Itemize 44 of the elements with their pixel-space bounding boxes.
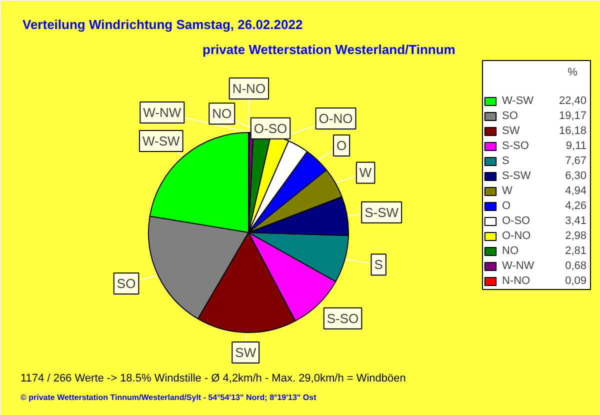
data-label: 0,09 — [565, 275, 587, 287]
data-label: 2,98 — [565, 230, 587, 242]
slice-label: O-SO — [254, 120, 288, 136]
data-label: 6,30 — [565, 170, 587, 182]
legend-label: SW — [502, 124, 521, 138]
legend-label: O-SO — [502, 214, 532, 228]
data-label: 4,26 — [565, 200, 587, 212]
data-label: 2,81 — [565, 245, 587, 257]
slice-label: NO — [212, 106, 232, 122]
data-label: 22,40 — [558, 95, 587, 107]
data-label: 9,11 — [566, 140, 586, 152]
legend-label: W-SW — [502, 94, 535, 108]
data-label: 16,18 — [558, 125, 587, 137]
slice-label: SW — [235, 344, 257, 360]
legend-label: O — [502, 198, 512, 213]
chart-subtitle: private Wetterstation Westerland/Tinnum — [202, 42, 456, 57]
slice-label: N-NO — [232, 81, 266, 96]
slice-label: O — [336, 138, 347, 154]
legend-label: S-SW — [502, 168, 532, 183]
legend-label: W-NW — [502, 258, 536, 273]
slice-label: S — [374, 257, 384, 272]
slice-label: S-SO — [326, 310, 359, 326]
data-label: 19,17 — [558, 110, 587, 122]
legend-label: SO — [502, 108, 519, 123]
text: © private Wetterstation Tinnum/Westerland/Sylt - 54°54'13" Nord; 8°19'13" Ost — [20, 393, 317, 402]
text: 1174 / 266 Werte -> 18.5% Windstille - Ø 4,2km/h - Max. 29,0km/h = Windböen — [20, 372, 406, 384]
legend-label: N-NO — [502, 274, 532, 288]
chart-title: Verteilung Windrichtung Samstag, 26.02.2022 — [22, 17, 303, 32]
data-label: 3,41 — [565, 215, 587, 227]
slice-label: O-NO — [318, 111, 353, 126]
data-label: 0,68 — [565, 260, 587, 272]
legend-label: S — [502, 154, 510, 168]
legend-label: O-NO — [502, 228, 532, 243]
legend-label: W — [502, 184, 514, 198]
legend-title: % — [568, 66, 578, 78]
legend-label: NO — [502, 244, 520, 258]
slice-label: W — [359, 165, 372, 180]
data-label: 7,67 — [565, 155, 587, 167]
slice-label: W-SW — [142, 134, 181, 149]
slice-label: S-SW — [364, 204, 400, 220]
slice-label: SO — [116, 276, 136, 291]
legend-label: S-SO — [502, 138, 530, 153]
data-label: 4,94 — [565, 185, 587, 197]
slice-label: W-NW — [143, 105, 182, 120]
